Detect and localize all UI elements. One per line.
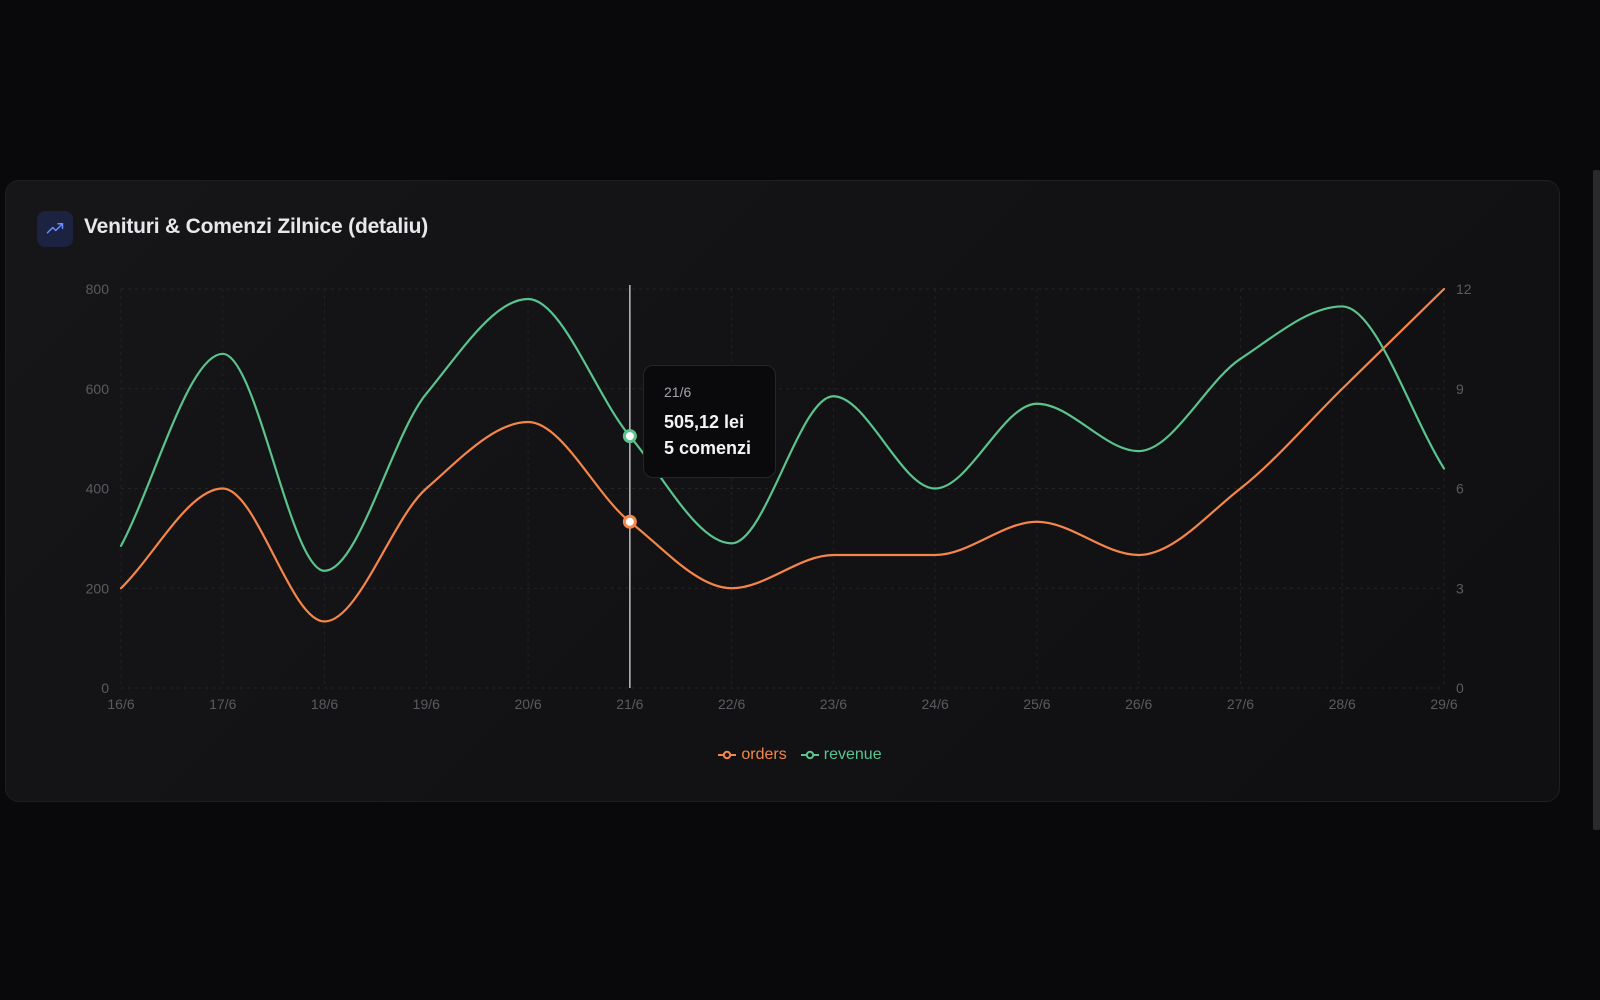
x-tick-2: 18/6 — [311, 696, 338, 712]
y-left-tick-0: 0 — [101, 680, 109, 696]
y-left-tick-4: 800 — [86, 281, 110, 297]
legend-item-orders[interactable]: orders — [718, 746, 787, 764]
y-right-tick-1: 3 — [1456, 580, 1464, 596]
x-tick-8: 24/6 — [922, 696, 949, 712]
x-tick-10: 26/6 — [1125, 696, 1152, 712]
legend-revenue-label: revenue — [823, 746, 882, 763]
page-scrollbar[interactable] — [1593, 170, 1600, 830]
tooltip-orders: 5 comenzi — [664, 438, 752, 458]
y-left-tick-2: 400 — [86, 481, 110, 497]
tooltip-date: 21/6 — [664, 384, 692, 400]
legend-item-revenue[interactable]: revenue — [800, 746, 882, 764]
data-point-orders-5 — [622, 514, 637, 529]
x-tick-4: 20/6 — [514, 696, 541, 712]
series-line-revenue — [119, 297, 1446, 572]
y-right-tick-4: 12 — [1456, 281, 1472, 297]
x-tick-9: 25/6 — [1023, 696, 1050, 712]
y-left-tick-3: 600 — [86, 381, 110, 397]
chart-tooltip: 21/6 505,12 lei 5 comenzi — [643, 365, 776, 478]
x-tick-6: 22/6 — [718, 696, 745, 712]
legend-revenue-marker — [800, 750, 819, 760]
x-tick-5: 21/6 — [616, 696, 643, 712]
y-left-tick-1: 200 — [86, 580, 110, 596]
legend-orders-label: orders — [741, 746, 787, 763]
x-tick-7: 23/6 — [820, 696, 847, 712]
chart-title: Venituri & Comenzi Zilnice (detaliu) — [84, 215, 429, 238]
data-point-revenue-5 — [622, 429, 637, 444]
trending-up-icon — [37, 211, 73, 247]
chart-grid — [120, 288, 1445, 689]
x-tick-3: 19/6 — [413, 696, 440, 712]
chart-legend: orders revenue — [0, 746, 1600, 764]
x-tick-12: 28/6 — [1329, 696, 1356, 712]
tooltip-revenue: 505,12 lei — [664, 412, 745, 432]
y-right-tick-3: 9 — [1456, 381, 1464, 397]
x-tick-11: 27/6 — [1227, 696, 1254, 712]
legend-orders-marker — [718, 750, 737, 760]
y-right-tick-0: 0 — [1456, 680, 1464, 696]
x-tick-0: 16/6 — [107, 696, 134, 712]
x-tick-13: 29/6 — [1430, 696, 1457, 712]
series-line-orders — [119, 287, 1446, 623]
y-right-tick-2: 6 — [1456, 481, 1464, 497]
x-tick-1: 17/6 — [209, 696, 236, 712]
chart-card: Venituri & Comenzi Zilnice (detaliu) — [5, 180, 1560, 802]
